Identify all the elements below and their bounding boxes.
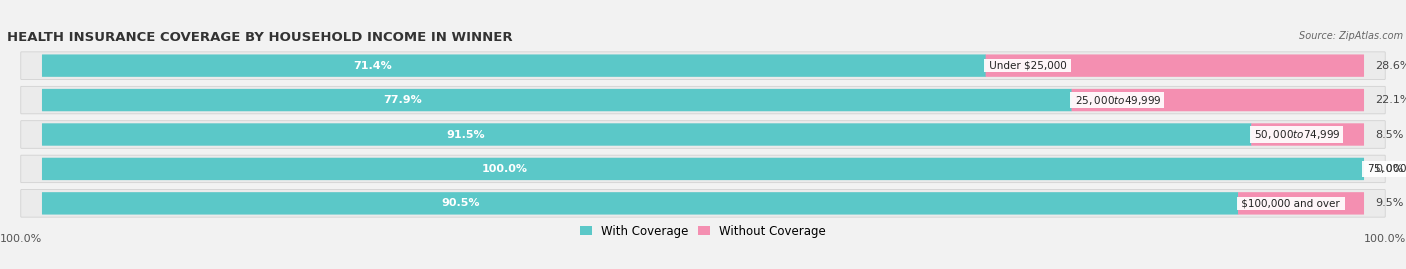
FancyBboxPatch shape [42, 89, 1071, 111]
FancyBboxPatch shape [986, 54, 1364, 77]
FancyBboxPatch shape [21, 121, 1385, 148]
FancyBboxPatch shape [21, 190, 1385, 217]
FancyBboxPatch shape [21, 86, 1385, 114]
Text: 0.0%: 0.0% [1375, 164, 1403, 174]
FancyBboxPatch shape [42, 158, 1364, 180]
Text: Source: ZipAtlas.com: Source: ZipAtlas.com [1299, 31, 1403, 41]
Text: $75,000 to $99,999: $75,000 to $99,999 [1364, 162, 1406, 175]
Text: 90.5%: 90.5% [441, 198, 479, 208]
Text: 100.0%: 100.0% [482, 164, 527, 174]
FancyBboxPatch shape [1071, 89, 1364, 111]
Text: 91.5%: 91.5% [446, 129, 485, 140]
Text: 100.0%: 100.0% [1364, 234, 1406, 244]
Text: 28.6%: 28.6% [1375, 61, 1406, 71]
FancyBboxPatch shape [1251, 123, 1364, 146]
FancyBboxPatch shape [42, 192, 1239, 215]
FancyBboxPatch shape [21, 155, 1385, 183]
Legend: With Coverage, Without Coverage: With Coverage, Without Coverage [575, 220, 831, 242]
Text: 8.5%: 8.5% [1375, 129, 1403, 140]
Text: 100.0%: 100.0% [0, 234, 42, 244]
Text: HEALTH INSURANCE COVERAGE BY HOUSEHOLD INCOME IN WINNER: HEALTH INSURANCE COVERAGE BY HOUSEHOLD I… [7, 31, 513, 44]
Text: 9.5%: 9.5% [1375, 198, 1403, 208]
Text: 22.1%: 22.1% [1375, 95, 1406, 105]
Text: $25,000 to $49,999: $25,000 to $49,999 [1071, 94, 1163, 107]
Text: Under $25,000: Under $25,000 [986, 61, 1070, 71]
Text: $100,000 and over: $100,000 and over [1239, 198, 1343, 208]
FancyBboxPatch shape [21, 52, 1385, 79]
FancyBboxPatch shape [42, 123, 1251, 146]
FancyBboxPatch shape [1239, 192, 1364, 215]
FancyBboxPatch shape [42, 54, 986, 77]
Text: $50,000 to $74,999: $50,000 to $74,999 [1251, 128, 1341, 141]
Text: 77.9%: 77.9% [384, 95, 422, 105]
Text: 71.4%: 71.4% [353, 61, 392, 71]
